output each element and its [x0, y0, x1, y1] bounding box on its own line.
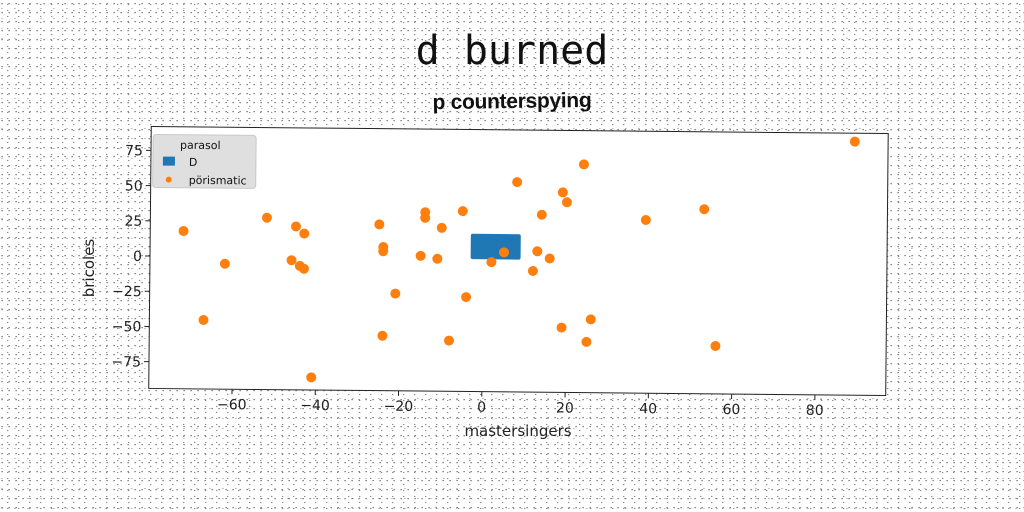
scatter-point: [581, 336, 592, 347]
legend-swatch-porismatic: [165, 176, 172, 183]
scatter-point: [710, 340, 721, 351]
scatter-point: [640, 214, 651, 225]
scatter-point: [374, 219, 385, 230]
scatter-point: [420, 207, 431, 218]
scatter-point: [306, 372, 317, 383]
scatter-point: [261, 212, 272, 223]
legend-box: [152, 134, 257, 189]
scatter-point: [512, 177, 523, 188]
scatter-point: [457, 206, 468, 217]
legend-title: parasol: [180, 139, 221, 152]
x-axis: −60 −40 −20 0 20 40 60 80: [217, 389, 824, 419]
scatter-point: [178, 226, 189, 237]
figure-title: d burned: [415, 28, 609, 74]
scatter-point: [849, 136, 860, 147]
legend-label-porismatic: pörismatic: [189, 174, 247, 188]
y-tick-label: 75: [125, 143, 143, 159]
scatter-point: [498, 247, 509, 258]
x-tick-label: −40: [300, 398, 330, 414]
scatter-point: [299, 228, 310, 239]
scatter-point: [286, 255, 297, 266]
x-tick-label: −60: [217, 397, 247, 413]
y-tick-label: 0: [133, 249, 142, 265]
scatter-point: [544, 253, 555, 264]
plot-frame: [148, 125, 889, 397]
scatter-point: [556, 322, 567, 333]
scatter-point: [527, 265, 538, 276]
y-axis-label: bricoles: [80, 239, 98, 298]
y-tick-label: 25: [124, 214, 142, 230]
y-tick-label: −75: [111, 354, 141, 370]
x-tick-label: 60: [722, 402, 740, 418]
scatter-point: [578, 159, 589, 170]
series-d-rectangle: [470, 233, 521, 260]
legend: parasol D pörismatic: [152, 134, 257, 189]
x-tick-label: 40: [639, 401, 657, 417]
scatter-point: [585, 314, 596, 325]
scatter-point: [378, 246, 389, 257]
scatter-point: [699, 204, 710, 215]
scatter-point: [415, 250, 426, 261]
scatter-point: [294, 260, 305, 271]
scatter-point: [291, 221, 302, 232]
y-axis: 75 50 25 0 −25 −50 −75: [111, 143, 152, 371]
scatter-point: [390, 288, 401, 299]
scatter-point: [219, 258, 230, 269]
y-tick-label: −50: [112, 319, 142, 335]
y-tick-label: 50: [125, 178, 143, 194]
scatter-point: [461, 292, 472, 303]
scatter-point: [436, 222, 447, 233]
scatter-point: [532, 246, 543, 257]
x-tick-label: 0: [477, 400, 486, 416]
scatter-point: [536, 209, 547, 220]
legend-label-d: D: [189, 156, 198, 169]
x-tick-label: 80: [806, 403, 824, 419]
scatter-point: [561, 197, 572, 208]
y-tick-label: −25: [112, 284, 142, 300]
x-tick-label: −20: [384, 399, 414, 415]
scatter-point: [486, 257, 497, 268]
x-tick-label: 20: [556, 400, 574, 416]
scatter-point: [377, 330, 388, 341]
scatter-point: [432, 253, 443, 264]
x-axis-label: mastersingers: [464, 422, 571, 440]
legend-swatch-d: [162, 156, 175, 166]
scatter-point: [198, 314, 209, 325]
scatter-point: [444, 335, 455, 346]
scatter-point: [557, 187, 568, 198]
